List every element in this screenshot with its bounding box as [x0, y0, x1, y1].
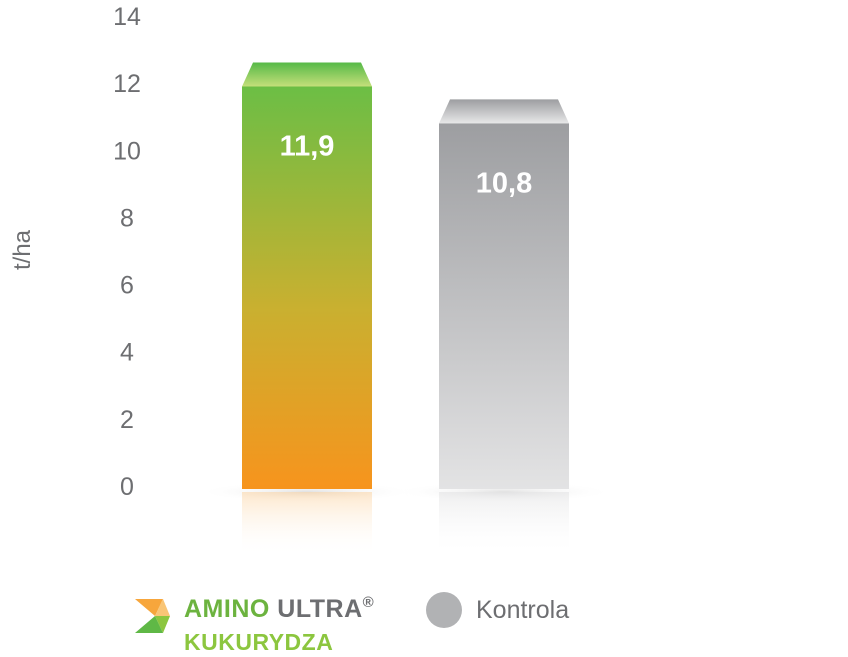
y-tick-label: 10: [113, 137, 141, 165]
y-tick-label: 0: [120, 473, 134, 501]
y-tick-label: 12: [113, 70, 141, 98]
bar-top: [439, 99, 569, 124]
y-tick-label: 6: [120, 272, 134, 300]
y-tick-label: 4: [120, 339, 134, 367]
y-tick-label: 14: [113, 3, 141, 31]
bar-reflection: [242, 492, 372, 556]
bar-top: [242, 62, 372, 87]
y-axis-label: t/ha: [9, 229, 36, 270]
bar-value-label: 11,9: [280, 131, 335, 163]
bar-reflection: [439, 492, 569, 556]
bars: 11,9 10,8: [197, 62, 614, 556]
bar: [439, 123, 569, 489]
y-tick-label: 8: [120, 204, 134, 232]
y-axis: 0 2 4 6 8 10 12 14: [113, 3, 141, 501]
bar-value-label: 10,8: [476, 167, 532, 199]
bar: [242, 86, 372, 489]
y-tick-label: 2: [120, 406, 134, 434]
